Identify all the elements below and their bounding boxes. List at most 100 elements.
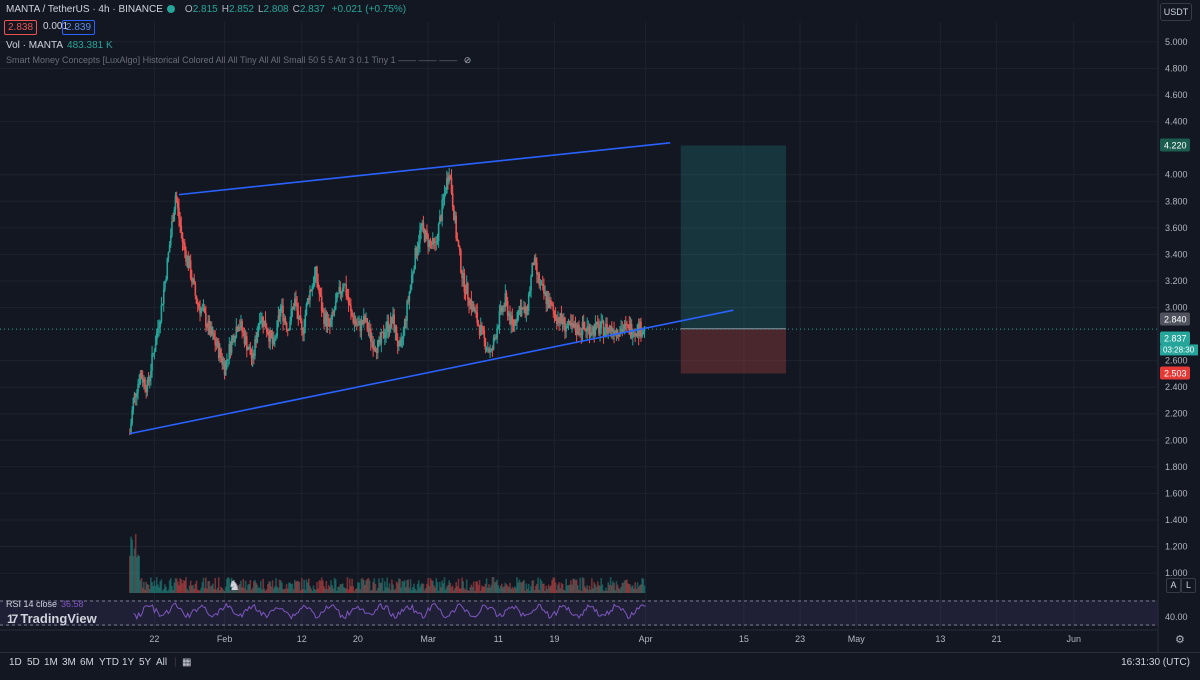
candle-body [355,324,358,326]
candle-body [401,338,404,340]
volume-bar [633,588,635,593]
volume-bar [421,583,424,593]
time-tick-label: Jun [1067,634,1082,644]
candle-body [255,339,257,343]
price-tick-label: 2.600 [1165,356,1188,366]
close-label: C [292,4,300,15]
volume-bar [393,590,395,593]
candle-body [476,312,479,324]
volume-bar [379,582,381,593]
candle-body [419,230,421,244]
volume-bar [167,589,170,593]
candle-body [169,235,172,245]
volume-bar [157,584,159,593]
volume-bar [293,579,296,593]
volume-bar [605,587,607,593]
date-range-calendar-icon[interactable]: ▦ [182,657,192,668]
settings-gear-icon[interactable]: ⚙ [1175,634,1185,646]
volume-bar [265,589,268,593]
price-tick-label: 2.400 [1165,382,1188,392]
candle-body [367,329,370,332]
candle-body [298,315,301,320]
timeframe-1d[interactable]: 1D [9,657,22,668]
candle-body [515,320,517,323]
volume-bar [455,582,457,593]
volume-bar [477,584,480,593]
candle-body [626,323,628,325]
candle-body [178,207,180,219]
timeframe-1y[interactable]: 1Y [122,657,135,668]
candle-body [600,321,603,329]
candle-body [256,332,259,343]
candle-body [491,349,494,351]
auto-scale-button[interactable]: A [1166,578,1181,593]
volume-bar [138,556,140,593]
volume-bar [201,582,204,593]
candle-body [634,332,636,334]
candle-body [392,314,394,324]
volume-bar [164,584,166,593]
candle-body [508,313,510,316]
utc-clock[interactable]: 16:31:30 (UTC) [1121,657,1190,668]
candle-body [381,331,384,333]
price-tick-label: 3.400 [1165,249,1188,259]
volume-bar [628,584,631,593]
volume-bar [249,579,252,593]
volume-bar [396,583,399,593]
volume-bar [304,589,307,593]
candle-body [260,320,262,323]
timeframe-ytd[interactable]: YTD [99,657,119,668]
candle-body [443,193,446,199]
candle-body [371,341,373,343]
volume-label: Vol · MANTA [6,40,64,51]
timeframe-6m[interactable]: 6M [80,657,94,668]
volume-bar [524,590,526,593]
log-scale-button[interactable]: L [1181,578,1196,593]
volume-bar [607,582,610,593]
candle-body [519,306,522,316]
sell-price-box[interactable]: 2.838 [4,20,38,35]
timeframe-1m[interactable]: 1M [44,657,58,668]
buy-price-box[interactable]: 2.839 [62,20,96,35]
volume-bar [129,555,131,593]
candle-body [340,291,343,295]
volume-bar [606,590,608,593]
candle-body [132,397,135,411]
candle-body [387,321,390,332]
time-tick-label: 15 [739,634,749,644]
candle-body [360,320,363,331]
volume-bar [315,590,317,593]
volume-bar [133,548,136,593]
volume-bar [233,586,235,593]
volume-bar [192,585,194,593]
indicator-legend[interactable]: Smart Money Concepts [LuxAlgo] Historica… [6,55,471,66]
volume-bar [622,582,625,593]
candle-body [351,311,353,317]
currency-selector[interactable]: USDT [1160,3,1192,21]
hidden-eye-icon[interactable]: ⊘ [463,55,472,65]
tradingview-logo[interactable]: 17 TradingView [7,611,97,626]
volume-bar [246,590,248,593]
timeframe-5y[interactable]: 5Y [139,657,152,668]
change-value: +0.021 (+0.75%) [331,4,407,15]
candle-body [440,216,442,221]
volume-bar [431,580,434,593]
timeframe-3m[interactable]: 3M [62,657,76,668]
candle-body [545,292,548,305]
volume-bar [547,584,550,593]
candle-body [593,326,596,336]
symbol-title[interactable]: MANTA / TetherUS · 4h · BINANCE [6,4,163,15]
candle-body [214,338,217,345]
timeframe-all[interactable]: All [156,657,168,668]
volume-bar [208,581,211,593]
candle-body [405,319,407,322]
timeframe-5d[interactable]: 5D [27,657,40,668]
candle-body [141,378,144,383]
rsi-value: 36.58 [61,599,84,609]
candle-body [293,298,296,310]
volume-bar [377,588,379,593]
candle-body [207,320,210,328]
volume-bar [518,579,521,593]
